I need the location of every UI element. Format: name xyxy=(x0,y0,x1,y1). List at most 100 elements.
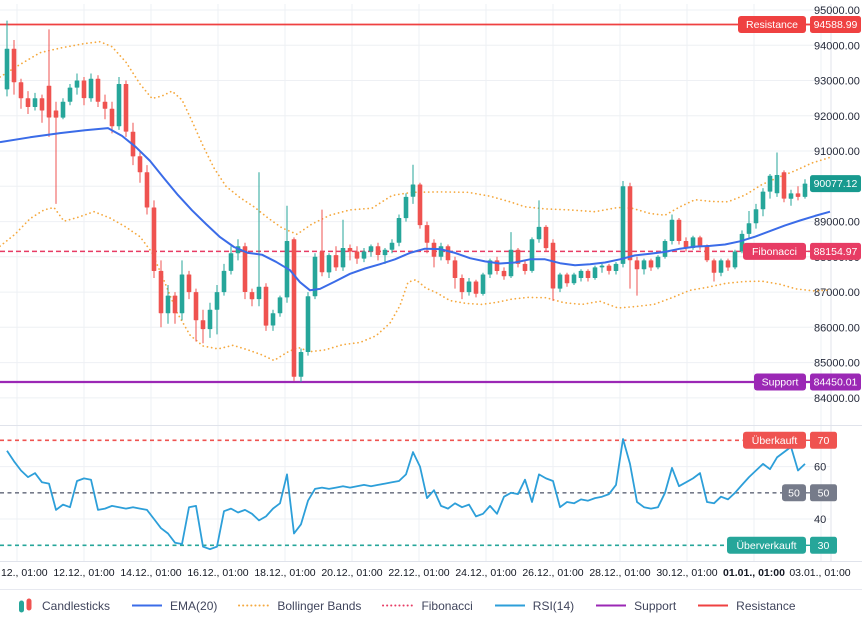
time-axis-label: 12.12., 01:00 xyxy=(53,567,114,579)
legend-item-bollinger-bands[interactable]: Bollinger Bands xyxy=(238,598,361,613)
time-axis-label: 30.12., 01:00 xyxy=(656,567,717,579)
candle-body xyxy=(396,218,402,243)
candle-body xyxy=(662,241,668,257)
legend-item-resistance[interactable]: Resistance xyxy=(697,598,796,613)
legend-item-support[interactable]: Support xyxy=(595,598,676,613)
candle-body xyxy=(515,249,521,264)
candle-body xyxy=(95,78,101,102)
candle-body xyxy=(606,265,612,271)
candle-body xyxy=(501,270,507,277)
line-swatch-icon xyxy=(494,604,525,607)
candle-body xyxy=(760,191,766,210)
last-price-value-badge xyxy=(810,175,861,193)
candle-body xyxy=(382,249,388,256)
rsi-line xyxy=(6,438,806,551)
candle-body xyxy=(256,286,262,300)
candle-body xyxy=(459,278,465,293)
candle-body xyxy=(46,85,52,118)
candle-body xyxy=(340,248,346,268)
svg-text:Überkauft: Überkauft xyxy=(752,435,798,447)
svg-text:88154.97: 88154.97 xyxy=(814,246,858,258)
legend-item-label: Fibonacci xyxy=(421,598,473,613)
fibonacci-label-badge xyxy=(743,242,806,260)
time-axis-label: 16.12., 01:00 xyxy=(187,567,248,579)
rsi-middle-label-badge xyxy=(782,484,806,502)
candle-body xyxy=(389,242,395,250)
candle-body xyxy=(221,270,227,293)
candle-body xyxy=(620,186,626,264)
candle-body xyxy=(116,84,122,127)
rsi-overbought-value-badge xyxy=(810,431,837,449)
candle-body xyxy=(249,292,255,300)
candle-body xyxy=(102,101,108,109)
rsi-axis-label: 40 xyxy=(814,514,826,526)
candle-body xyxy=(746,223,752,234)
legend-item-fibonacci[interactable]: Fibonacci xyxy=(382,598,473,613)
indicator-legend: Candlesticks EMA(20) Bollinger Bands Fibona… xyxy=(0,589,862,620)
candle-body xyxy=(81,80,87,99)
candle-body xyxy=(4,48,10,90)
price-axis-label: 93000.00 xyxy=(814,76,860,88)
line-swatch-icon xyxy=(596,604,627,607)
candle-body xyxy=(711,260,717,273)
candle-body xyxy=(193,292,199,321)
candle-body xyxy=(522,263,528,271)
price-axis-label: 95000.00 xyxy=(814,5,860,17)
support-value-badge xyxy=(810,373,861,391)
candle-body xyxy=(718,260,724,273)
candle-body xyxy=(375,246,381,255)
candle-body xyxy=(137,156,143,173)
candle-body xyxy=(53,110,59,118)
legend-item-candlesticks[interactable]: Candlesticks xyxy=(18,598,110,613)
candle-body xyxy=(445,246,451,261)
candle-body xyxy=(32,98,38,107)
candle-body xyxy=(564,274,570,284)
chart-canvas[interactable]: 95000.00 94000.00 93000.00 92000.00 91000.00… xyxy=(0,0,862,589)
candle-body xyxy=(725,260,731,268)
candle-body xyxy=(473,281,479,294)
candle-body xyxy=(669,219,675,241)
candle-body xyxy=(305,296,311,352)
line-swatch-icon xyxy=(382,604,415,607)
time-axis-label: 24.12., 01:00 xyxy=(455,567,516,579)
support-label-badge xyxy=(754,373,806,391)
candle-body xyxy=(263,286,269,326)
candle-body xyxy=(676,219,682,241)
candle-body xyxy=(683,241,689,249)
svg-text:Resistance: Resistance xyxy=(746,19,798,31)
candle-body xyxy=(557,274,563,289)
rsi-middle-value-badge xyxy=(810,484,837,502)
legend-item-label: Candlesticks xyxy=(42,598,111,613)
candle-body xyxy=(802,183,808,197)
svg-text:90077.12: 90077.12 xyxy=(814,178,858,190)
candle-body xyxy=(641,260,647,270)
line-swatch-icon xyxy=(132,604,163,607)
time-axis-label: 26.12., 01:00 xyxy=(522,567,583,579)
candle-body xyxy=(438,246,444,257)
candle-body xyxy=(550,242,556,289)
candle-body xyxy=(466,281,472,293)
svg-text:Support: Support xyxy=(762,377,799,389)
price-axis-label: 91000.00 xyxy=(814,146,860,158)
time-axis-label: 01.01., 01:00 xyxy=(723,567,785,579)
candle-body xyxy=(74,80,80,88)
legend-item-label: Resistance xyxy=(736,598,796,613)
legend-item-rsi-14[interactable]: RSI(14) xyxy=(494,598,574,613)
time-axis-label: 14.12., 01:00 xyxy=(120,567,181,579)
time-axis-label: 03.01., 01:00 xyxy=(789,567,850,579)
candle-body xyxy=(417,184,423,226)
svg-text:94588.99: 94588.99 xyxy=(814,19,858,31)
legend-item-ema-20[interactable]: EMA(20) xyxy=(131,598,217,613)
price-axis-label: 87000.00 xyxy=(814,287,860,299)
candle-body xyxy=(333,255,339,268)
candle-body xyxy=(585,270,591,278)
time-axis: 10.12., 01:00 12.12., 01:00 14.12., 01:00 1… xyxy=(0,567,851,579)
candle-body xyxy=(753,209,759,224)
time-axis-label: 28.12., 01:00 xyxy=(589,567,650,579)
candle-body xyxy=(18,82,24,99)
legend-item-label: RSI(14) xyxy=(532,598,575,613)
candle-body xyxy=(648,260,654,268)
candle-body xyxy=(326,255,332,273)
line-swatch-icon xyxy=(238,604,271,607)
candle-body xyxy=(361,251,367,259)
